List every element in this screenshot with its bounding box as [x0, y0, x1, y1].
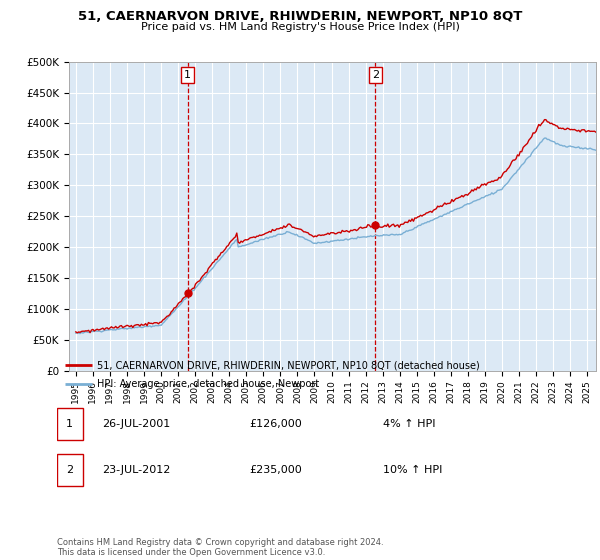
Text: 10% ↑ HPI: 10% ↑ HPI: [383, 465, 442, 475]
Text: 51, CAERNARVON DRIVE, RHIWDERIN, NEWPORT, NP10 8QT (detached house): 51, CAERNARVON DRIVE, RHIWDERIN, NEWPORT…: [97, 361, 480, 370]
Text: 26-JUL-2001: 26-JUL-2001: [103, 419, 170, 429]
Text: 4% ↑ HPI: 4% ↑ HPI: [383, 419, 435, 429]
Bar: [57, 454, 83, 486]
Text: 23-JUL-2012: 23-JUL-2012: [103, 465, 171, 475]
Text: Price paid vs. HM Land Registry's House Price Index (HPI): Price paid vs. HM Land Registry's House …: [140, 22, 460, 32]
Text: 1: 1: [67, 419, 73, 429]
Bar: [57, 408, 83, 440]
Text: £126,000: £126,000: [249, 419, 302, 429]
Text: 51, CAERNARVON DRIVE, RHIWDERIN, NEWPORT, NP10 8QT: 51, CAERNARVON DRIVE, RHIWDERIN, NEWPORT…: [78, 10, 522, 23]
Text: Contains HM Land Registry data © Crown copyright and database right 2024.
This d: Contains HM Land Registry data © Crown c…: [57, 538, 383, 557]
Text: £235,000: £235,000: [249, 465, 302, 475]
Text: HPI: Average price, detached house, Newport: HPI: Average price, detached house, Newp…: [97, 379, 319, 389]
Text: 2: 2: [66, 465, 73, 475]
Text: 1: 1: [184, 70, 191, 80]
Text: 2: 2: [371, 70, 379, 80]
